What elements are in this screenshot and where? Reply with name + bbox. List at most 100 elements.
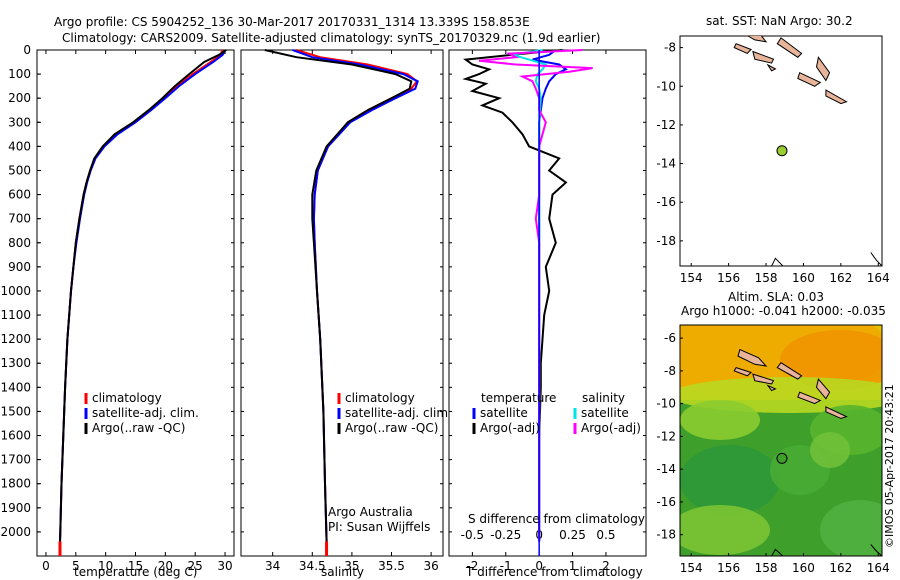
depth-tick-label: 800	[8, 236, 31, 250]
depth-tick-label: 2000	[0, 525, 31, 539]
x-tick-label: 0	[535, 559, 543, 573]
legend-label: Argo(-adj)	[581, 421, 641, 435]
depth-tick-label: 200	[8, 91, 31, 105]
sla-map-field	[680, 325, 882, 556]
reef-outline	[771, 257, 784, 266]
temperature-xlabel: temperature (deg C)	[74, 565, 197, 579]
series-line-argo	[264, 49, 413, 542]
depth-tick-label: 0	[23, 43, 31, 57]
depth-tick-label: 900	[8, 260, 31, 274]
sla-map-panel: Altim. SLA: 0.03 Argo h1000: -0.041 h200…	[656, 290, 889, 575]
legend-label: climatology	[345, 391, 415, 405]
x-tick-label: -1	[500, 559, 512, 573]
series-line-argo	[59, 49, 227, 542]
island-shape	[766, 63, 777, 72]
x-tick-label: 2	[602, 559, 610, 573]
depth-tick-label: 1500	[0, 404, 31, 418]
temperature-x-axis: 0 5 10 15 20 25 30	[37, 49, 234, 573]
sst-map-axes: 154 156 158 160 162 164 -8 -10 -12 -14 -16 -18	[656, 41, 889, 285]
map-y-tick-label: -12	[656, 429, 676, 443]
map-y-tick-label: -14	[656, 462, 676, 476]
salinity-x-axis: 34 34.5 35 35.5 36	[241, 49, 443, 573]
island-shape	[825, 406, 848, 419]
sla-map-subtitle: Argo h1000: -0.041 h2000: -0.035	[681, 304, 886, 318]
legend-label: satellite	[480, 406, 528, 420]
island-shape	[815, 56, 831, 82]
island-shape	[733, 43, 752, 54]
legend-label: climatology	[92, 391, 162, 405]
island-shape	[776, 362, 803, 380]
depth-tick-label: 700	[8, 212, 31, 226]
s-difference-label: S difference from climatology	[468, 512, 645, 526]
coastline	[867, 544, 882, 556]
imos-watermark: ©IMOS 05-Apr-2017 20:43:21	[883, 384, 896, 548]
salinity-series	[264, 49, 419, 556]
x-tick-label: 15	[128, 559, 143, 573]
map-x-tick-label: 162	[829, 271, 852, 285]
s-tick-label: 0.5	[596, 528, 615, 542]
legend-title-temperature: temperature	[481, 391, 556, 405]
x-tick-label: 5	[72, 559, 80, 573]
argo-australia-label: Argo Australia	[328, 505, 413, 519]
island-shape	[747, 36, 768, 43]
sst-map-panel: sat. SST: NaN Argo: 30.2 154 156 158 160 162…	[656, 14, 889, 285]
island-shape	[797, 391, 822, 405]
salinity-panel: 34 34.5 35 35.5 36 climatologysatellite-adj.…	[240, 49, 452, 579]
x-tick-label: 36	[423, 559, 438, 573]
island-shape	[776, 37, 803, 58]
x-tick-label: 34	[265, 559, 280, 573]
depth-tick-label: 1700	[0, 453, 31, 467]
difference-legend: temperature salinitysatelliteArgo(-adj)sa…	[472, 391, 641, 435]
depth-tick-label: 1100	[0, 308, 31, 322]
x-tick-label: 10	[98, 559, 113, 573]
x-tick-label: 35	[344, 559, 359, 573]
map-y-tick-label: -18	[656, 528, 676, 542]
map-y-tick-label: -16	[656, 195, 676, 209]
temperature-panel: 0100200300400500600700800900100011001200…	[0, 43, 235, 579]
x-tick-label: 25	[188, 559, 203, 573]
salinity-axes-box	[240, 49, 444, 557]
island-shape	[752, 50, 775, 64]
depth-tick-label: 1400	[0, 380, 31, 394]
map-x-tick-label: 162	[829, 561, 852, 575]
legend-label: Argo(..raw -QC)	[345, 421, 438, 435]
t-difference-label: T difference from climatology	[465, 565, 643, 579]
island-shape	[737, 348, 768, 367]
x-tick-label: -2	[466, 559, 478, 573]
depth-tick-label: 1900	[0, 501, 31, 515]
island-shape	[752, 373, 775, 385]
map-x-tick-label: 164	[867, 271, 890, 285]
map-y-tick-label: -10	[656, 397, 676, 411]
depth-tick-label: 1000	[0, 284, 31, 298]
map-x-tick-label: 154	[680, 561, 703, 575]
sla-argo-position-marker	[776, 452, 788, 464]
pi-label: PI: Susan Wijffels	[328, 520, 430, 534]
sst-argo-position-marker	[776, 145, 788, 157]
depth-tick-label: 1800	[0, 477, 31, 491]
difference-series	[462, 49, 593, 556]
depth-tick-label: 1200	[0, 332, 31, 346]
legend-label: Argo(..raw -QC)	[92, 421, 185, 435]
map-y-tick-label: -16	[656, 495, 676, 509]
legend-title-salinity: salinity	[582, 391, 625, 405]
sla-map-axes: 154 156 158 160 162 164 -6 -8 -10 -12 -14 -16 -18	[656, 331, 889, 575]
map-x-tick-label: 158	[755, 271, 778, 285]
s-tick-label: 0.25	[559, 528, 586, 542]
x-tick-label: 34.5	[299, 559, 326, 573]
island-shape	[766, 384, 777, 392]
coastline	[867, 252, 882, 266]
legend-label: satellite-adj. clim.	[345, 406, 452, 420]
depth-tick-label: 1600	[0, 429, 31, 443]
map-y-tick-label: -12	[656, 118, 676, 132]
sla-map-frame	[679, 324, 883, 557]
map-y-tick-label: -8	[664, 41, 676, 55]
depth-tick-label: 1300	[0, 356, 31, 370]
sst-map-land	[733, 36, 882, 266]
map-x-tick-label: 158	[755, 561, 778, 575]
reef-outline	[771, 548, 784, 556]
